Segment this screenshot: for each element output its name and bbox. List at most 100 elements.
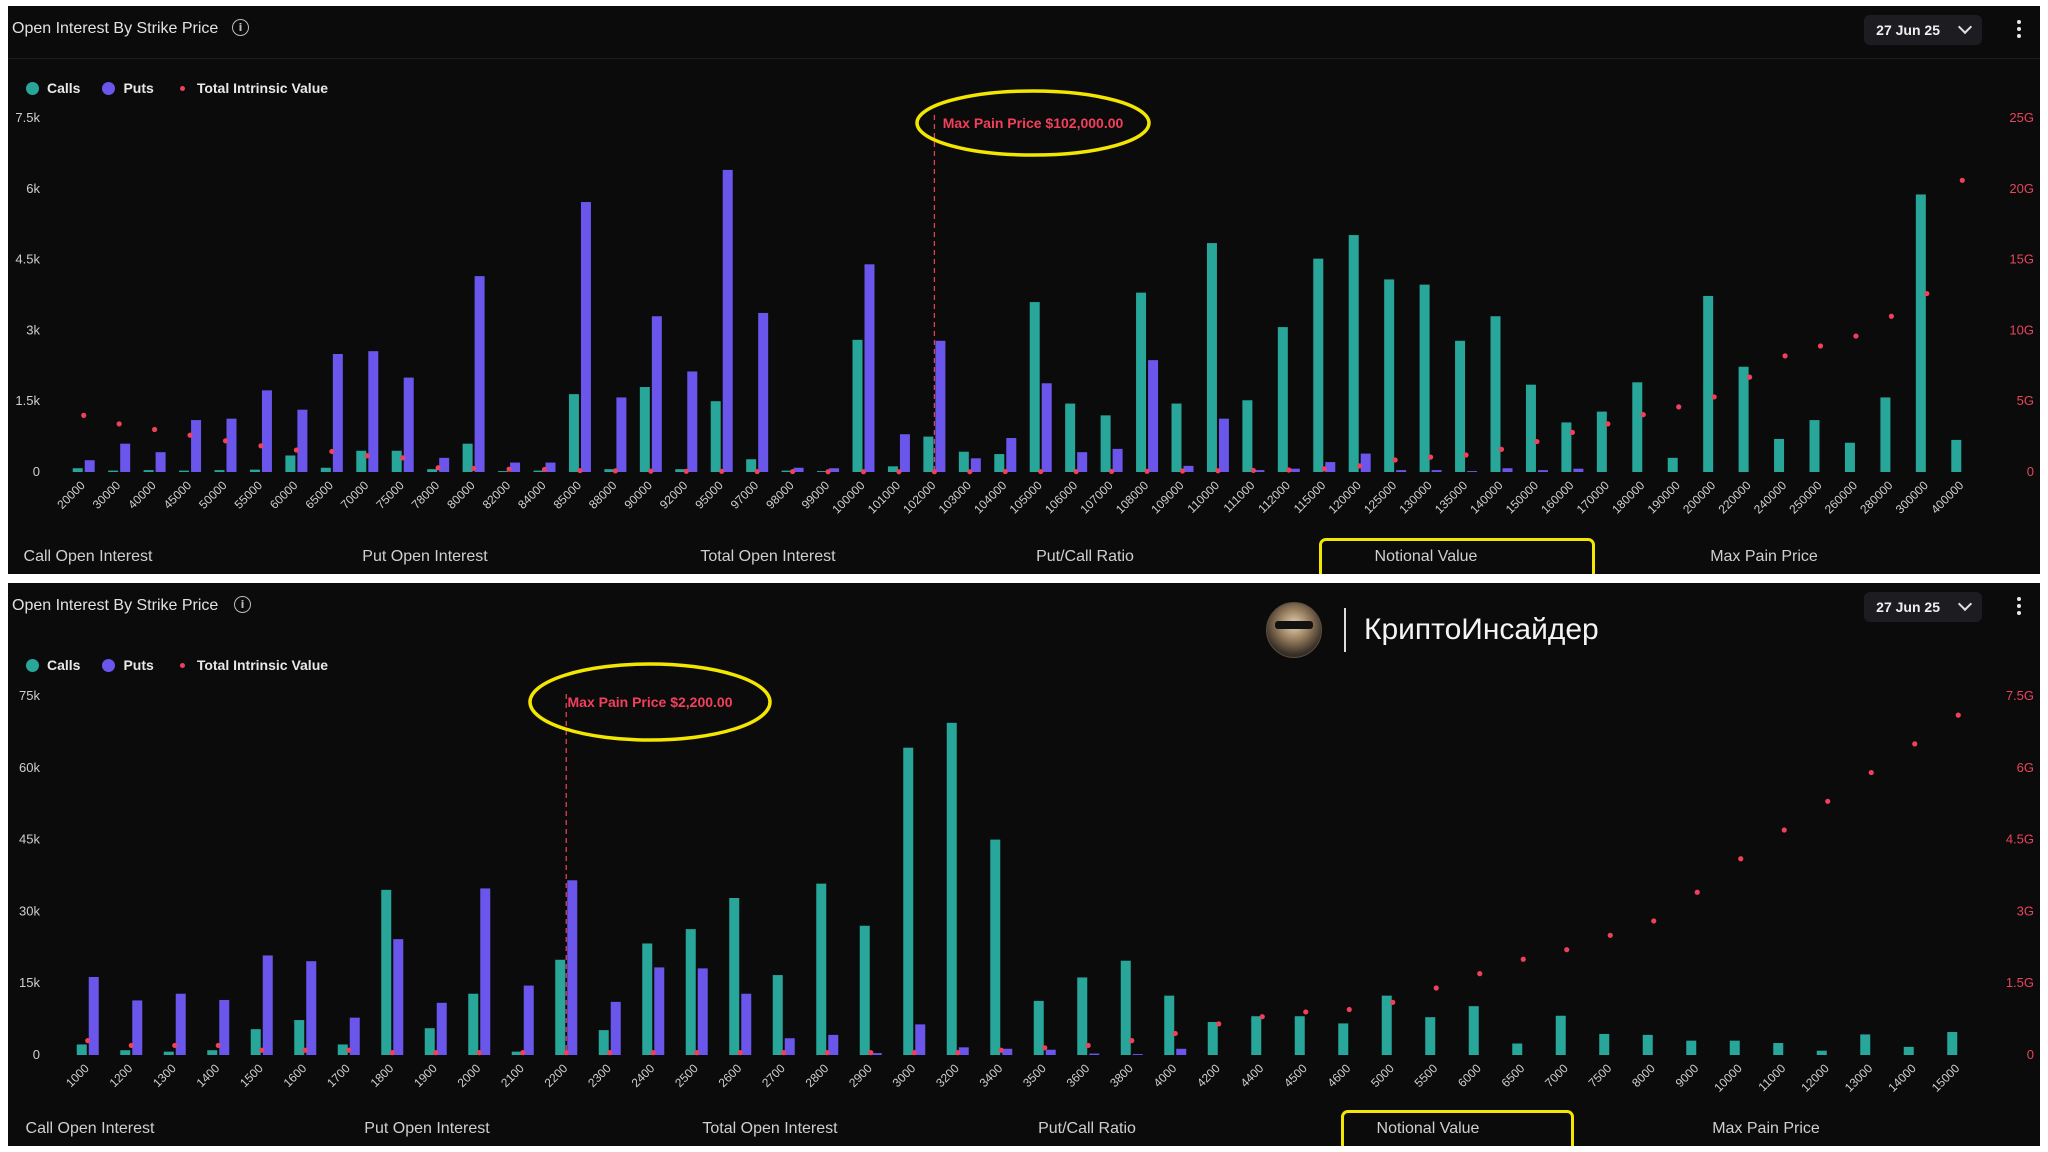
x-tick-label: 107000 <box>1078 478 1116 516</box>
puts-dot-icon <box>102 81 116 95</box>
call-bar <box>1468 1006 1479 1055</box>
call-bar <box>1455 340 1466 472</box>
y-tick-left: 0 <box>33 1047 40 1062</box>
legend-puts[interactable]: Puts <box>102 80 154 96</box>
call-bar <box>1738 366 1749 472</box>
x-tick-label: 1700 <box>324 1061 353 1090</box>
y-tick-right: 4.5G <box>2006 832 2034 847</box>
put-bar <box>1396 470 1407 472</box>
metric-tabs: Call Open Interest Put Open Interest Tot… <box>8 1110 2040 1146</box>
legend-tiv[interactable]: Total Intrinsic Value <box>176 657 328 673</box>
call-bar <box>72 468 83 472</box>
legend-puts[interactable]: Puts <box>102 657 154 673</box>
more-options-icon[interactable] <box>2016 20 2022 40</box>
put-bar <box>297 409 308 472</box>
put-bar <box>1254 470 1265 472</box>
call-bar <box>1294 1016 1305 1055</box>
tiv-point <box>577 467 583 474</box>
legend-puts-label: Puts <box>123 657 154 673</box>
max-pain-highlight-oval <box>528 662 772 742</box>
call-bar <box>1703 295 1714 472</box>
x-tick-label: 5500 <box>1412 1061 1441 1090</box>
max-pain-label: Max Pain Price $2,200.00 <box>568 694 733 710</box>
call-bar <box>498 471 509 472</box>
legend-calls[interactable]: Calls <box>26 80 80 96</box>
put-bar <box>226 418 237 472</box>
put-bar <box>523 985 534 1055</box>
tiv-point <box>1428 454 1434 460</box>
x-tick-label: 4500 <box>1281 1061 1310 1090</box>
tab-put-open-interest[interactable]: Put Open Interest <box>362 548 488 565</box>
call-bar <box>859 925 870 1055</box>
x-tick-label: 20000 <box>54 478 88 512</box>
expiry-date-select[interactable]: 27 Jun 25 <box>1864 592 1982 622</box>
tiv-point <box>1321 466 1327 472</box>
tab-put-open-interest[interactable]: Put Open Interest <box>364 1120 490 1137</box>
call-bar <box>1809 420 1820 472</box>
expiry-date-select[interactable]: 27 Jun 25 <box>1864 15 1982 45</box>
tab-total-open-interest[interactable]: Total Open Interest <box>702 1120 838 1137</box>
x-tick-label: 55000 <box>232 478 266 512</box>
tab-notional-value[interactable]: Notional Value <box>1376 1120 1480 1137</box>
tiv-point <box>541 466 548 473</box>
x-tick-label: 15000 <box>1929 1061 1963 1095</box>
legend-calls[interactable]: Calls <box>26 657 80 673</box>
legend-tiv[interactable]: Total Intrinsic Value <box>176 80 328 96</box>
put-bar <box>651 316 662 472</box>
x-tick-label: 14000 <box>1885 1061 1919 1095</box>
call-bar <box>555 959 566 1055</box>
call-bar <box>1419 284 1430 472</box>
call-bar <box>1100 415 1111 472</box>
call-bar <box>639 387 650 472</box>
tiv-point <box>1477 971 1483 977</box>
tiv-point <box>1959 177 1965 183</box>
x-tick-label: 1900 <box>411 1061 440 1090</box>
tiv-point <box>1738 856 1744 862</box>
y-tick-left: 30k <box>19 903 40 918</box>
put-bar <box>1467 471 1478 472</box>
tiv-point <box>648 468 654 474</box>
more-options-icon[interactable] <box>2016 597 2022 617</box>
put-bar <box>687 371 698 472</box>
x-tick-label: 30000 <box>90 478 124 512</box>
tiv-point <box>1782 353 1788 359</box>
tab-call-open-interest[interactable]: Call Open Interest <box>23 548 153 565</box>
tab-call-open-interest[interactable]: Call Open Interest <box>25 1120 155 1137</box>
tiv-point <box>612 468 618 474</box>
call-bar <box>1686 1040 1697 1055</box>
tab-notional-value[interactable]: Notional Value <box>1374 548 1478 565</box>
call-bar <box>1915 194 1926 473</box>
x-tick-label: 200000 <box>1680 478 1718 516</box>
x-tick-label: 2600 <box>716 1061 745 1090</box>
call-bar <box>250 1029 261 1055</box>
call-bar <box>1903 1046 1914 1055</box>
x-tick-label: 135000 <box>1432 478 1470 516</box>
put-bar <box>332 354 343 472</box>
tiv-point <box>215 1042 221 1049</box>
x-tick-label: 6500 <box>1499 1061 1528 1090</box>
x-tick-label: 1400 <box>194 1061 223 1090</box>
x-tick-label: 102000 <box>900 478 938 516</box>
tab-put-call-ratio[interactable]: Put/Call Ratio <box>1038 1120 1136 1137</box>
tab-max-pain-price[interactable]: Max Pain Price <box>1710 548 1818 565</box>
call-bar <box>642 943 653 1055</box>
tab-total-open-interest[interactable]: Total Open Interest <box>700 548 836 565</box>
put-bar <box>480 888 491 1055</box>
info-icon[interactable]: i <box>232 19 249 36</box>
call-bar <box>1512 1043 1523 1055</box>
tiv-point <box>1825 798 1831 804</box>
tab-max-pain-price[interactable]: Max Pain Price <box>1712 1120 1820 1137</box>
tab-put-call-ratio[interactable]: Put/Call Ratio <box>1036 548 1134 565</box>
put-bar <box>1289 468 1300 472</box>
tiv-point <box>1038 468 1044 475</box>
avatar <box>1266 602 1322 658</box>
put-bar <box>132 1000 143 1055</box>
tiv-point <box>128 1042 134 1049</box>
max-pain-highlight-oval <box>915 89 1151 157</box>
info-icon[interactable]: i <box>234 596 251 613</box>
tiv-point <box>1711 394 1717 400</box>
call-bar <box>816 883 827 1055</box>
call-bar <box>923 436 934 472</box>
x-tick-label: 6000 <box>1455 1061 1484 1090</box>
call-bar <box>1384 279 1395 472</box>
